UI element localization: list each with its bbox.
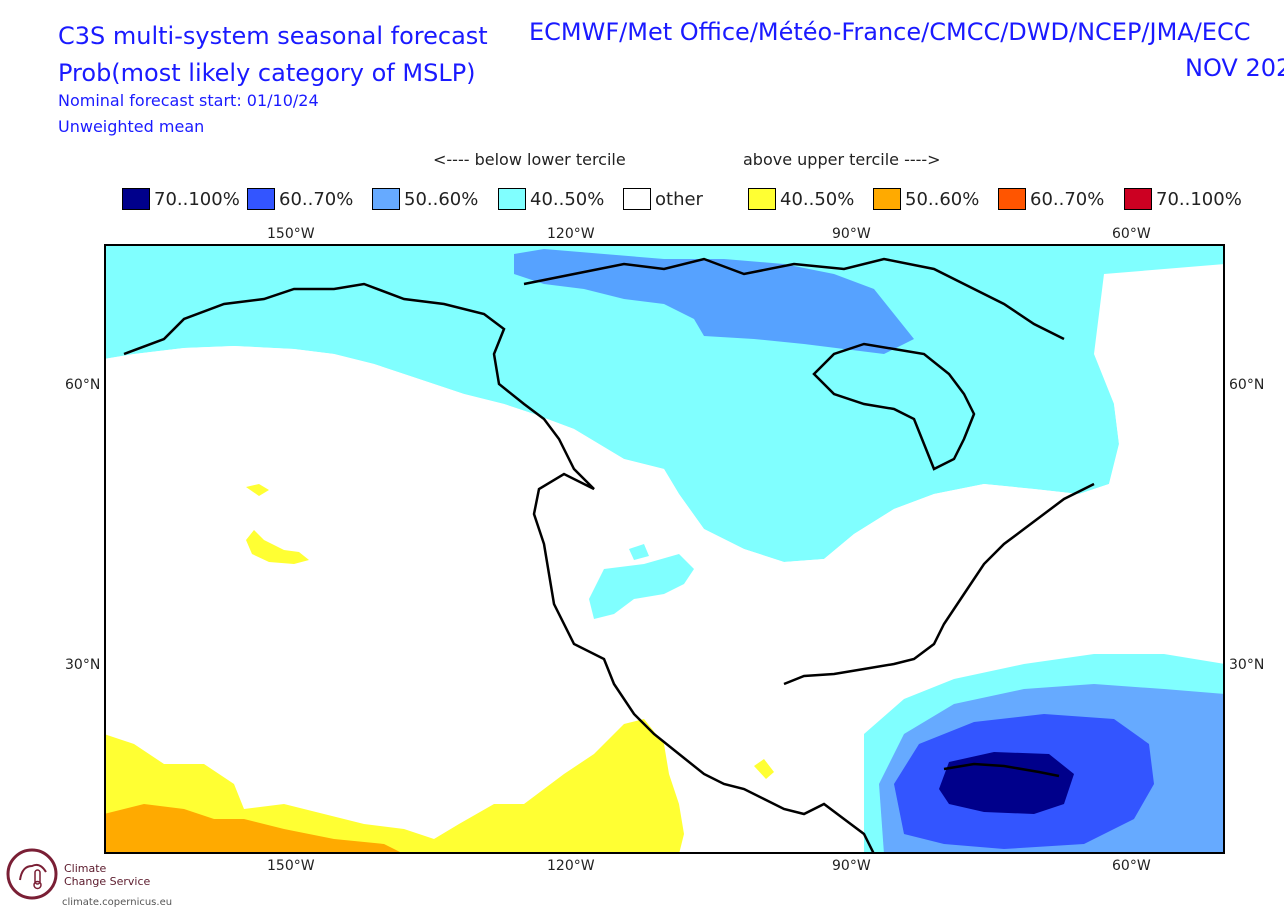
lat-label-left: 60°N [65,377,101,393]
legend-swatch [1124,188,1152,210]
lat-label-left: 30°N [65,657,101,673]
legend-item: 60..70% [247,186,353,212]
region-above-40-50-blob-3 [754,759,774,779]
lon-label-bottom: 120°W [547,858,595,874]
legend-label: 40..50% [530,188,605,210]
lon-label-top: 90°W [832,226,871,242]
legend-label: 60..70% [1030,188,1105,210]
title-line-1: C3S multi-system seasonal forecast [58,22,488,50]
region-above-40-50-blob-1 [246,530,309,564]
coastline-gulf [783,482,1095,686]
map-title: C3S multi-system seasonal forecast Prob(… [58,18,488,92]
logo-line-2: Change Service [64,875,151,888]
legend-item: 50..60% [372,186,478,212]
coastline-arctic-islands [523,257,1065,341]
valid-period-text: NOV 202 [1185,54,1284,82]
legend-item: 70..100% [1124,186,1242,212]
region-above-50-60-pacific [104,804,404,854]
legend-swatch [998,188,1026,210]
legend-swatch [873,188,901,210]
legend-swatch [122,188,150,210]
legend-item: 40..50% [748,186,854,212]
legend-swatch [372,188,400,210]
legend-swatch [748,188,776,210]
coastline-north-america [123,282,876,854]
weighting-text: Unweighted mean [58,117,205,136]
legend-item: other [623,186,703,212]
lon-label-bottom: 60°W [1112,858,1151,874]
forecast-start-text: Nominal forecast start: 01/10/24 [58,91,319,110]
legend-label: 70..100% [1156,188,1242,210]
legend-item: 60..70% [998,186,1104,212]
legend-item: 50..60% [873,186,979,212]
copernicus-logo [6,848,58,900]
legend-above-header: above upper tercile ----> [743,150,941,169]
systems-title: ECMWF/Met Office/Météo-France/CMCC/DWD/N… [529,14,1284,94]
logo-text: Climate Change Service [64,862,150,888]
logo-line-1: Climate [64,862,107,875]
legend-swatch [498,188,526,210]
logo-url: climate.copernicus.eu [62,897,173,908]
legend-item: 40..50% [498,186,604,212]
region-above-40-50-blob-2 [246,484,269,496]
lat-label-right: 30°N [1229,657,1265,673]
legend-label: 70..100% [154,188,240,210]
legend-label: 50..60% [404,188,479,210]
legend-item: 70..100% [122,186,240,212]
region-below-60-70-arctic [514,249,914,354]
lon-label-bottom: 90°W [832,858,871,874]
region-below-40-50-rockies [589,554,694,619]
region-below-40-50-plains [629,544,649,560]
legend-label: 60..70% [279,188,354,210]
title-line-2: Prob(most likely category of MSLP) [58,59,476,87]
lon-label-top: 150°W [267,226,315,242]
legend-label: other [655,188,703,210]
legend-label: 50..60% [905,188,980,210]
map-frame [104,244,1225,854]
lon-label-bottom: 150°W [267,858,315,874]
legend-below-header: <---- below lower tercile [433,150,626,169]
coastline-cuba [943,762,1060,778]
lon-label-top: 120°W [547,226,595,242]
lat-label-right: 60°N [1229,377,1265,393]
legend-swatch [247,188,275,210]
coastline-hudson-bay [812,342,976,471]
systems-text: ECMWF/Met Office/Météo-France/CMCC/DWD/N… [529,18,1251,46]
forecast-map [104,244,1225,854]
legend-swatch [623,188,651,210]
region-below-40-50-north [104,244,1225,562]
region-other-north [104,346,1225,674]
lon-label-top: 60°W [1112,226,1151,242]
legend-label: 40..50% [780,188,855,210]
region-below-70-100-caribbean [939,752,1074,814]
